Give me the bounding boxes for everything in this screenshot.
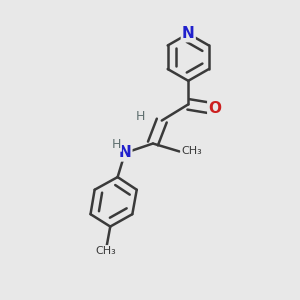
Text: N: N	[118, 146, 131, 160]
Text: H: H	[136, 110, 145, 123]
Text: CH₃: CH₃	[95, 246, 116, 256]
Text: H: H	[112, 138, 122, 151]
Text: CH₃: CH₃	[181, 146, 202, 157]
Text: N: N	[182, 26, 195, 41]
Text: O: O	[208, 101, 221, 116]
